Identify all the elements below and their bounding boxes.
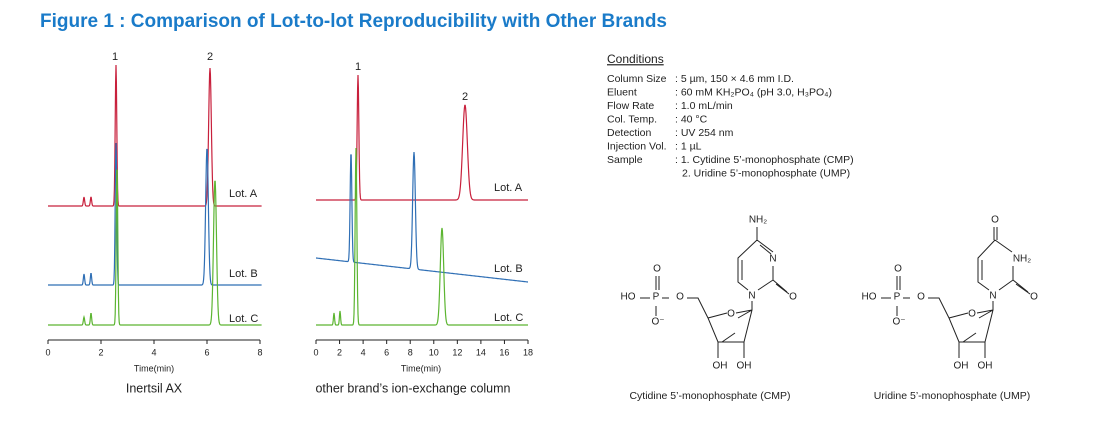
- caption: Uridine 5’-monophosphate (UMP): [874, 390, 1030, 402]
- trace: [48, 142, 262, 286]
- condition-value: : UV 254 nm: [675, 127, 734, 139]
- atom: P: [653, 292, 660, 303]
- atom: O⁻: [651, 317, 664, 328]
- condition-value: : 5 µm, 150 × 4.6 mm I.D.: [675, 73, 794, 85]
- trace: [48, 169, 262, 326]
- condition-label: Col. Temp.: [607, 113, 657, 125]
- atom: NH₂: [749, 215, 767, 226]
- ump-structure: O NH₂ N O HO P O O⁻ O O OH OH Uridine 5’…: [862, 215, 1039, 402]
- condition-value: : 60 mM KH₂PO₄ (pH 3.0, H₃PO₄): [675, 86, 832, 98]
- lot-label: Lot. B: [229, 268, 258, 280]
- condition-value: : 1.0 mL/min: [675, 100, 733, 112]
- x-axis-label: Time(min): [134, 363, 174, 373]
- x-tick-label: 4: [361, 347, 366, 357]
- atom: O: [991, 215, 999, 226]
- trace: [316, 152, 528, 283]
- x-tick-label: 6: [384, 347, 389, 357]
- atom: OH: [737, 361, 752, 372]
- peak-label: 2: [207, 51, 213, 63]
- conditions-table: Column Size : 5 µm, 150 × 4.6 mm I.D. Elue…: [607, 73, 854, 180]
- x-tick-label: 2: [337, 347, 342, 357]
- atom: O: [917, 292, 925, 303]
- x-tick-label: 4: [151, 347, 156, 357]
- condition-value: : 1 µL: [675, 140, 702, 152]
- atom: O⁻: [892, 317, 905, 328]
- atom: O: [968, 309, 976, 320]
- atom: O: [676, 292, 684, 303]
- condition-value: : 40 °C: [675, 113, 708, 125]
- x-tick-label: 18: [523, 347, 533, 357]
- condition-value: 2. Uridine 5’-monophosphate (UMP): [682, 167, 850, 179]
- x-tick-label: 12: [452, 347, 462, 357]
- x-axis-label: Time(min): [401, 363, 441, 373]
- atom: O: [1030, 292, 1038, 303]
- atom: N: [769, 254, 776, 265]
- atom: HO: [862, 292, 877, 303]
- lot-label: Lot. C: [494, 312, 523, 324]
- caption: Inertsil AX: [126, 381, 183, 395]
- atom: O: [653, 264, 661, 275]
- atom: N: [748, 291, 755, 302]
- atom: O: [727, 309, 735, 320]
- caption: other brand’s ion-exchange column: [315, 381, 510, 395]
- condition-label: Detection: [607, 127, 652, 139]
- x-tick-label: 10: [429, 347, 439, 357]
- peak-label: 1: [355, 61, 361, 73]
- x-tick-label: 6: [204, 347, 209, 357]
- trace: [316, 147, 528, 326]
- x-tick-label: 0: [313, 347, 318, 357]
- lot-label: Lot. A: [494, 182, 523, 194]
- lot-label: Lot. B: [494, 263, 523, 275]
- atom: O: [789, 292, 797, 303]
- condition-label: Eluent: [607, 86, 637, 98]
- condition-label: Flow Rate: [607, 100, 654, 112]
- atom: OH: [978, 361, 993, 372]
- atom: N: [989, 291, 996, 302]
- x-tick-label: 8: [408, 347, 413, 357]
- x-tick-label: 0: [45, 347, 50, 357]
- x-tick-label: 14: [476, 347, 486, 357]
- x-tick-label: 8: [257, 347, 262, 357]
- condition-label: Sample: [607, 154, 643, 166]
- caption: Cytidine 5’-monophosphate (CMP): [629, 390, 790, 402]
- x-tick-label: 2: [98, 347, 103, 357]
- figure-title: Figure 1 : Comparison of Lot-to-lot Repr…: [40, 11, 667, 32]
- atom: O: [894, 264, 902, 275]
- lot-label: Lot. C: [229, 313, 258, 325]
- conditions-heading: Conditions: [607, 52, 664, 66]
- lot-label: Lot. A: [229, 188, 258, 200]
- atom: OH: [713, 361, 728, 372]
- atom: HO: [621, 292, 636, 303]
- atom: NH₂: [1013, 254, 1031, 265]
- peak-label: 2: [462, 91, 468, 103]
- condition-value: : 1. Cytidine 5’-monophosphate (CMP): [675, 154, 854, 166]
- x-tick-label: 16: [499, 347, 509, 357]
- atom: P: [894, 292, 901, 303]
- condition-label: Injection Vol.: [607, 140, 667, 152]
- atom: OH: [954, 361, 969, 372]
- trace: [48, 64, 262, 207]
- peak-label: 1: [112, 51, 118, 63]
- condition-label: Column Size: [607, 73, 667, 85]
- cmp-structure: NH₂ N N O HO P O O⁻ O O OH OH Cytidine 5…: [621, 215, 798, 402]
